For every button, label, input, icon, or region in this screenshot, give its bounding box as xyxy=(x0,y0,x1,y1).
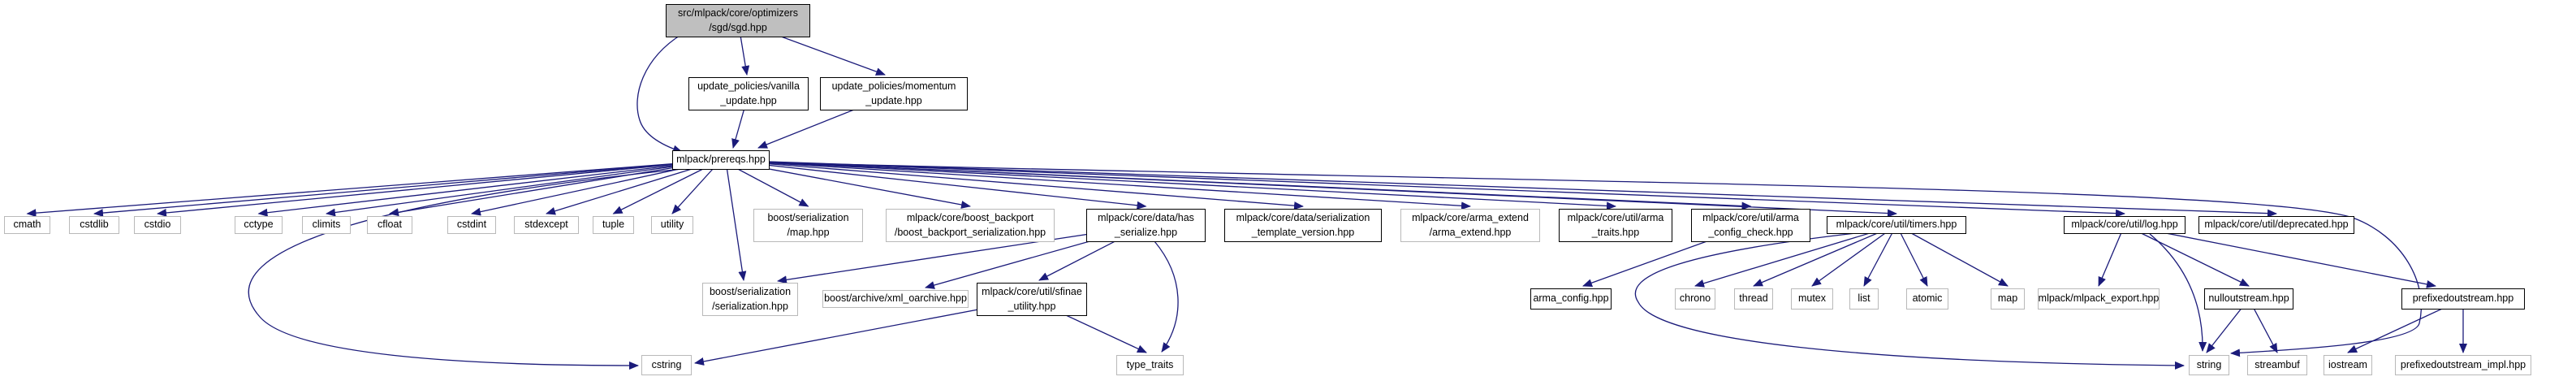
edge-timers-thread xyxy=(1753,224,1897,287)
graph-node-xml_oarchive: boost/archive/xml_oarchive.hpp xyxy=(822,290,969,308)
graph-node-streambuf: streambuf xyxy=(2247,355,2307,375)
edge-timers-list xyxy=(1863,224,1897,287)
graph-node-sfinae[interactable]: mlpack/core/util/sfinae _utility.hpp xyxy=(977,283,1087,316)
edge-timers-atomic xyxy=(1896,224,1928,287)
edge-prereqs-string xyxy=(767,162,2423,357)
graph-node-cstring: cstring xyxy=(641,355,692,375)
edge-prereqs-cfloat xyxy=(389,159,722,217)
graph-node-arma_traits[interactable]: mlpack/core/util/arma _traits.hpp xyxy=(1559,209,1672,242)
graph-node-boost_backport: mlpack/core/boost_backport /boost_backpo… xyxy=(886,209,1055,242)
graph-node-arma_extend: mlpack/core/arma_extend /arma_extend.hpp xyxy=(1400,209,1540,242)
edge-prereqs-ser_template_version xyxy=(720,159,1304,210)
edge-prereqs-has_serialize xyxy=(720,159,1147,210)
edge-timers-string xyxy=(1634,232,2185,370)
edge-prereqs-cstdlib xyxy=(93,159,722,218)
graph-node-iostream: iostream xyxy=(2324,355,2372,375)
graph-node-cstdio: cstdio xyxy=(134,216,181,234)
graph-node-mutex: mutex xyxy=(1791,288,1833,310)
edge-prereqs-cstdio xyxy=(157,159,722,217)
edge-sgd-prereqs xyxy=(636,33,683,154)
graph-node-list: list xyxy=(1849,288,1879,310)
graph-node-boost_serialization: boost/serialization /serialization.hpp xyxy=(702,283,798,316)
edge-prereqs-cstring xyxy=(248,167,699,370)
graph-node-thread: thread xyxy=(1734,288,1773,310)
graph-node-log[interactable]: mlpack/core/util/log.hpp xyxy=(2064,216,2186,234)
edge-timers-chrono xyxy=(1694,224,1897,288)
graph-node-arma_config[interactable]: arma_config.hpp xyxy=(1530,288,1612,310)
graph-node-boost_ser_map: boost/serialization /map.hpp xyxy=(753,209,863,242)
graph-node-stdexcept: stdexcept xyxy=(514,216,579,234)
edge-prereqs-cmath xyxy=(26,159,722,218)
graph-node-has_serialize[interactable]: mlpack/core/data/has _serialize.hpp xyxy=(1086,209,1206,242)
graph-node-prefixedoutstream[interactable]: prefixedoutstream.hpp xyxy=(2401,288,2525,310)
graph-node-atomic: atomic xyxy=(1906,288,1948,310)
graph-node-cstdlib: cstdlib xyxy=(69,216,119,234)
graph-node-cctype: cctype xyxy=(235,216,283,234)
graph-node-pos_impl: prefixedoutstream_impl.hpp xyxy=(2395,355,2531,375)
edge-prereqs-timers xyxy=(720,159,1897,218)
graph-node-nulloutstream[interactable]: nulloutstream.hpp xyxy=(2204,288,2293,310)
graph-node-arma_config_check[interactable]: mlpack/core/util/arma _config_check.hpp xyxy=(1691,209,1810,242)
graph-node-vanilla[interactable]: update_policies/vanilla _update.hpp xyxy=(688,77,809,110)
edge-prereqs-cctype xyxy=(257,159,722,217)
edge-log-string xyxy=(2149,233,2207,352)
graph-node-chrono: chrono xyxy=(1675,288,1715,310)
edge-prereqs-arma_traits xyxy=(720,159,1616,210)
graph-node-cstdint: cstdint xyxy=(447,216,496,234)
graph-node-deprecated[interactable]: mlpack/core/util/deprecated.hpp xyxy=(2198,216,2354,234)
edge-prereqs-arma_extend xyxy=(720,159,1471,210)
edge-has_serialize-boost_serialization xyxy=(777,224,1146,284)
graph-node-string: string xyxy=(2189,355,2229,375)
edge-prereqs-boost_serialization xyxy=(726,166,747,281)
edge-log-nulloutstream xyxy=(2124,224,2250,287)
graph-node-utility: utility xyxy=(651,216,693,234)
graph-node-prereqs[interactable]: mlpack/prereqs.hpp xyxy=(672,150,770,170)
graph-node-momentum[interactable]: update_policies/momentum _update.hpp xyxy=(820,77,968,110)
edge-prereqs-deprecated xyxy=(720,159,2277,218)
graph-node-mlpack_export: mlpack/mlpack_export.hpp xyxy=(2038,288,2160,310)
edge-prereqs-climits xyxy=(326,159,722,217)
edge-log-mlpack_export xyxy=(2098,224,2125,287)
graph-node-type_traits: type_traits xyxy=(1116,355,1184,375)
graph-node-cfloat: cfloat xyxy=(367,216,412,234)
edge-sfinae-cstring xyxy=(694,298,1033,366)
edge-prereqs-log xyxy=(720,159,2125,218)
graph-node-sgd: src/mlpack/core/optimizers /sgd/sgd.hpp xyxy=(666,4,810,37)
graph-node-cmath: cmath xyxy=(4,216,50,234)
graph-node-timers[interactable]: mlpack/core/util/timers.hpp xyxy=(1827,216,1966,234)
graph-node-ser_template_version[interactable]: mlpack/core/data/serialization _template… xyxy=(1224,209,1382,242)
edge-log-prefixedoutstream xyxy=(2124,224,2436,288)
graph-node-tuple: tuple xyxy=(593,216,634,234)
graph-node-climits: climits xyxy=(302,216,351,234)
edge-has_serialize-type_traits xyxy=(1154,240,1179,353)
edge-timers-mutex xyxy=(1811,224,1897,287)
graph-node-map: map xyxy=(1991,288,2025,310)
edge-timers-map xyxy=(1896,224,2009,287)
